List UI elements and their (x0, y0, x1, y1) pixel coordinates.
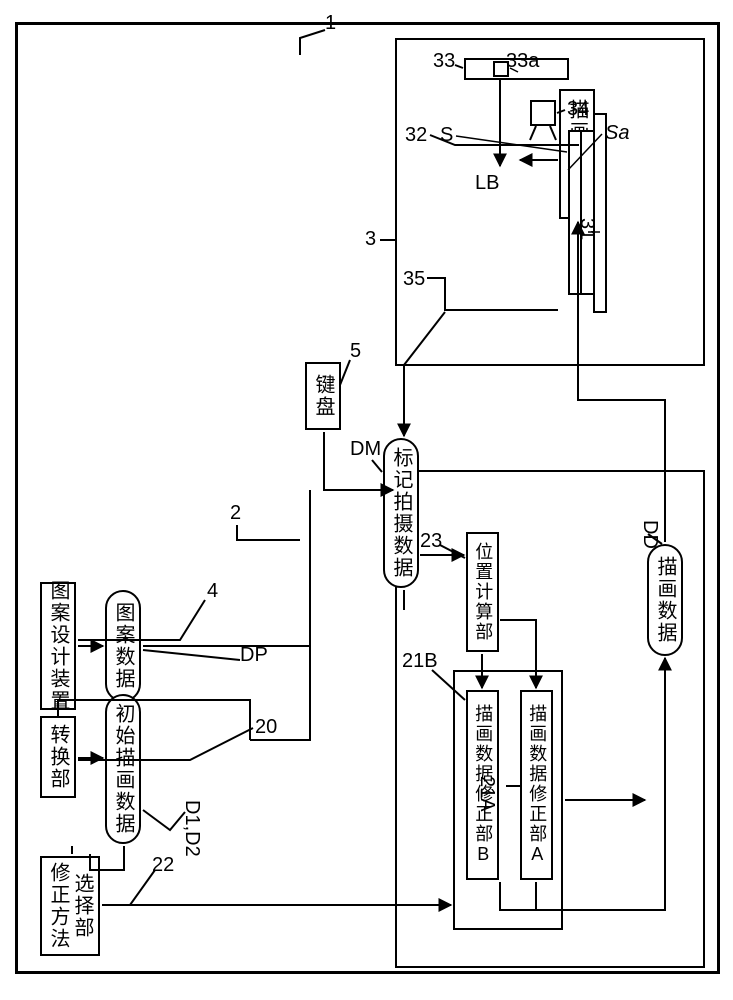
convert-box: 转换部 (40, 716, 76, 798)
correction-a-box: 描画数据修正部A (520, 690, 553, 880)
label-23: 23 (420, 530, 442, 553)
label-Sa: Sa (605, 122, 629, 145)
label-DM: DM (350, 438, 381, 461)
diagram-canvas: 键盘 标记拍摄数据 描画控制器 描画数据 图案设计装置 图案数据 转换部 初始描… (0, 0, 733, 1000)
design-device-box: 图案设计装置 (40, 582, 76, 710)
keyboard-box: 键盘 (305, 362, 341, 430)
label-34: 34 (567, 98, 589, 121)
label-5: 5 (350, 340, 361, 363)
label-33: 33 (433, 50, 455, 73)
label-1: 1 (325, 12, 336, 35)
label-32: 32 (405, 124, 427, 147)
label-LB: LB (475, 172, 499, 195)
mark-data-label: 标记拍摄数据 (389, 447, 413, 579)
keyboard-label: 键盘 (311, 374, 335, 418)
device-3-box (395, 38, 705, 366)
label-20: 20 (255, 716, 277, 739)
label-33a: 33a (506, 50, 539, 73)
convert-label: 转换部 (46, 724, 70, 790)
label-S: S (440, 124, 453, 147)
label-35: 35 (403, 268, 425, 291)
init-data-node: 初始描画数据 (105, 694, 141, 844)
pattern-data-label: 图案数据 (111, 602, 135, 690)
correction-a-label: 描画数据修正部A (526, 704, 548, 866)
label-3: 3 (365, 228, 376, 251)
camera-34 (530, 100, 556, 126)
draw-data-label: 描画数据 (653, 556, 677, 644)
wafer (568, 130, 582, 295)
mark-data-node: 标记拍摄数据 (383, 438, 419, 588)
draw-data-node: 描画数据 (647, 544, 683, 656)
label-21B: 21B (402, 650, 438, 673)
label-DD: DD (638, 520, 661, 549)
design-device-label: 图案设计装置 (46, 580, 70, 712)
label-31: 31 (575, 218, 598, 240)
label-22: 22 (152, 854, 174, 877)
position-calc-box: 位置计算部 (466, 532, 499, 652)
pattern-data-node: 图案数据 (105, 590, 141, 702)
label-D1D2: D1,D2 (180, 800, 203, 857)
correction-select-box: 修正方法 选择部 (40, 856, 100, 956)
label-4: 4 (207, 580, 218, 603)
label-2: 2 (230, 502, 241, 525)
init-data-label: 初始描画数据 (111, 703, 135, 835)
correction-select-label-1: 修正方法 (46, 862, 70, 950)
position-calc-label: 位置计算部 (472, 542, 494, 642)
label-21A: 21A (475, 776, 498, 812)
correction-select-label-2: 选择部 (70, 873, 94, 939)
stage-mid (580, 130, 595, 295)
label-DP: DP (240, 644, 268, 667)
